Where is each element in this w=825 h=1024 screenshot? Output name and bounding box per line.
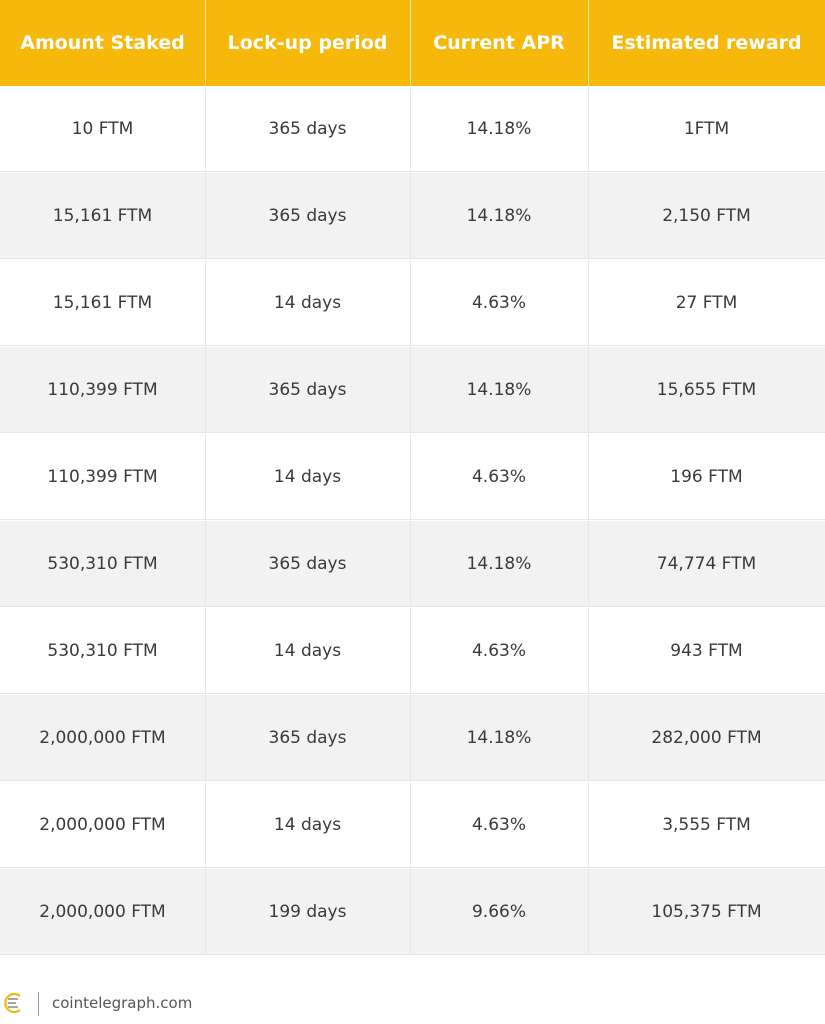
column-divider: [410, 695, 411, 781]
column-divider: [205, 869, 206, 955]
column-divider: [588, 86, 589, 172]
column-divider: [205, 347, 206, 433]
cell-amount-staked: 110,399 FTM: [47, 380, 158, 400]
cell-lock-up-period: 14 days: [273, 641, 342, 661]
column-divider: [588, 521, 589, 607]
cell-amount-staked: 2,000,000 FTM: [39, 902, 166, 922]
column-divider: [410, 434, 411, 520]
table-row: 2,000,000 FTM 365 days 14.18% 282,000 FTM: [0, 695, 825, 781]
column-divider: [588, 173, 589, 259]
cell-current-apr: 14.18%: [466, 728, 532, 748]
cell-current-apr: 4.63%: [471, 815, 526, 835]
column-header-amount-staked: Amount Staked: [20, 32, 185, 54]
column-divider: [410, 173, 411, 259]
table-row: 110,399 FTM 365 days 14.18% 15,655 FTM: [0, 347, 825, 433]
table-row: 15,161 FTM 14 days 4.63% 27 FTM: [0, 260, 825, 346]
cell-lock-up-period: 365 days: [268, 119, 347, 139]
column-divider: [588, 782, 589, 868]
cell-amount-staked: 15,161 FTM: [52, 293, 153, 313]
table-row: 10 FTM 365 days 14.18% 1FTM: [0, 86, 825, 172]
cell-amount-staked: 2,000,000 FTM: [39, 728, 166, 748]
column-divider: [588, 347, 589, 433]
cell-amount-staked: 2,000,000 FTM: [39, 815, 166, 835]
column-header-current-apr: Current APR: [433, 32, 565, 54]
column-divider: [205, 521, 206, 607]
cell-amount-staked: 10 FTM: [71, 119, 134, 139]
header-divider: [588, 0, 589, 86]
cell-current-apr: 4.63%: [471, 641, 526, 661]
column-divider: [205, 695, 206, 781]
column-divider: [588, 260, 589, 346]
cell-current-apr: 4.63%: [471, 293, 526, 313]
table-row: 2,000,000 FTM 199 days 9.66% 105,375 FTM: [0, 869, 825, 955]
cell-current-apr: 14.18%: [466, 380, 532, 400]
column-header-lock-up-period: Lock-up period: [227, 32, 388, 54]
column-header-estimated-reward: Estimated reward: [611, 32, 802, 54]
column-divider: [588, 869, 589, 955]
column-divider: [410, 608, 411, 694]
cell-estimated-reward: 3,555 FTM: [662, 815, 751, 835]
source-credit[interactable]: cointelegraph.com: [52, 994, 193, 1012]
header-divider: [205, 0, 206, 86]
cell-lock-up-period: 365 days: [268, 380, 347, 400]
column-divider: [588, 608, 589, 694]
column-divider: [588, 695, 589, 781]
column-divider: [205, 173, 206, 259]
cell-estimated-reward: 15,655 FTM: [656, 380, 757, 400]
cell-estimated-reward: 282,000 FTM: [651, 728, 762, 748]
cell-estimated-reward: 2,150 FTM: [662, 206, 751, 226]
column-divider: [410, 869, 411, 955]
staking-rewards-table: Amount Staked Lock-up period Current APR Es…: [0, 0, 825, 955]
column-divider: [205, 608, 206, 694]
column-divider: [205, 86, 206, 172]
table-header-row: Amount Staked Lock-up period Current APR Es…: [0, 0, 825, 86]
table-row: 530,310 FTM 14 days 4.63% 943 FTM: [0, 608, 825, 694]
column-divider: [410, 86, 411, 172]
cell-amount-staked: 15,161 FTM: [52, 206, 153, 226]
column-divider: [205, 434, 206, 520]
table-row: 2,000,000 FTM 14 days 4.63% 3,555 FTM: [0, 782, 825, 868]
cell-lock-up-period: 14 days: [273, 467, 342, 487]
cell-lock-up-period: 14 days: [273, 815, 342, 835]
cell-amount-staked: 110,399 FTM: [47, 467, 158, 487]
cell-lock-up-period: 365 days: [268, 554, 347, 574]
cell-lock-up-period: 199 days: [268, 902, 347, 922]
column-divider: [410, 782, 411, 868]
cell-lock-up-period: 365 days: [268, 206, 347, 226]
footer: cointelegraph.com: [0, 986, 825, 1022]
cell-current-apr: 14.18%: [466, 119, 532, 139]
column-divider: [588, 434, 589, 520]
header-divider: [410, 0, 411, 86]
cell-current-apr: 4.63%: [471, 467, 526, 487]
column-divider: [205, 782, 206, 868]
cell-estimated-reward: 27 FTM: [675, 293, 738, 313]
column-divider: [205, 260, 206, 346]
cell-amount-staked: 530,310 FTM: [47, 641, 158, 661]
cell-estimated-reward: 1FTM: [683, 119, 730, 139]
cell-estimated-reward: 105,375 FTM: [651, 902, 762, 922]
cell-estimated-reward: 943 FTM: [670, 641, 743, 661]
table-row: 110,399 FTM 14 days 4.63% 196 FTM: [0, 434, 825, 520]
cell-amount-staked: 530,310 FTM: [47, 554, 158, 574]
cointelegraph-logo-icon: [4, 992, 21, 1014]
footer-divider: [38, 992, 39, 1016]
cell-lock-up-period: 14 days: [273, 293, 342, 313]
cell-current-apr: 9.66%: [471, 902, 526, 922]
table-row: 530,310 FTM 365 days 14.18% 74,774 FTM: [0, 521, 825, 607]
column-divider: [410, 521, 411, 607]
cell-current-apr: 14.18%: [466, 206, 532, 226]
table-row: 15,161 FTM 365 days 14.18% 2,150 FTM: [0, 173, 825, 259]
cell-estimated-reward: 74,774 FTM: [656, 554, 757, 574]
cell-estimated-reward: 196 FTM: [670, 467, 743, 487]
cell-current-apr: 14.18%: [466, 554, 532, 574]
column-divider: [410, 260, 411, 346]
cell-lock-up-period: 365 days: [268, 728, 347, 748]
column-divider: [410, 347, 411, 433]
